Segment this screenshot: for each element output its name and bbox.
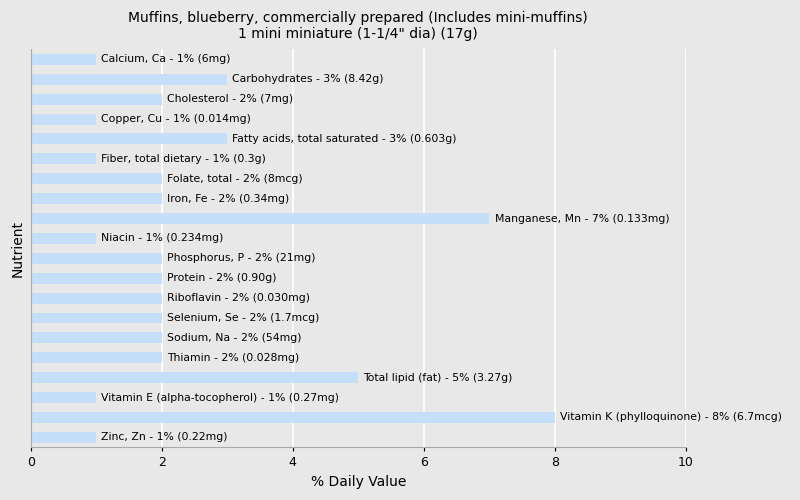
Bar [30,213,490,224]
Bar [30,253,162,264]
Text: Calcium, Ca - 1% (6mg): Calcium, Ca - 1% (6mg) [102,54,231,64]
Bar [30,154,96,164]
Bar [30,74,227,85]
Text: Copper, Cu - 1% (0.014mg): Copper, Cu - 1% (0.014mg) [102,114,251,124]
Text: Total lipid (fat) - 5% (3.27g): Total lipid (fat) - 5% (3.27g) [363,372,513,382]
Bar [30,54,96,65]
Bar [30,412,555,423]
Text: Sodium, Na - 2% (54mg): Sodium, Na - 2% (54mg) [167,333,302,343]
Bar [30,292,162,304]
Text: Zinc, Zn - 1% (0.22mg): Zinc, Zn - 1% (0.22mg) [102,432,228,442]
Text: Vitamin E (alpha-tocopherol) - 1% (0.27mg): Vitamin E (alpha-tocopherol) - 1% (0.27m… [102,392,339,402]
Text: Manganese, Mn - 7% (0.133mg): Manganese, Mn - 7% (0.133mg) [494,214,670,224]
Text: Thiamin - 2% (0.028mg): Thiamin - 2% (0.028mg) [167,353,299,363]
Text: Vitamin K (phylloquinone) - 8% (6.7mcg): Vitamin K (phylloquinone) - 8% (6.7mcg) [560,412,782,422]
Bar [30,272,162,283]
Bar [30,312,162,324]
Bar [30,114,96,124]
Bar [30,134,227,144]
Text: Selenium, Se - 2% (1.7mcg): Selenium, Se - 2% (1.7mcg) [167,313,319,323]
X-axis label: % Daily Value: % Daily Value [310,475,406,489]
Bar [30,332,162,344]
Bar [30,372,358,383]
Text: Cholesterol - 2% (7mg): Cholesterol - 2% (7mg) [167,94,293,104]
Bar [30,432,96,443]
Text: Carbohydrates - 3% (8.42g): Carbohydrates - 3% (8.42g) [233,74,384,85]
Text: Fatty acids, total saturated - 3% (0.603g): Fatty acids, total saturated - 3% (0.603… [233,134,457,144]
Bar [30,233,96,244]
Text: Protein - 2% (0.90g): Protein - 2% (0.90g) [167,273,277,283]
Bar [30,94,162,104]
Bar [30,193,162,204]
Text: Folate, total - 2% (8mcg): Folate, total - 2% (8mcg) [167,174,302,184]
Text: Fiber, total dietary - 1% (0.3g): Fiber, total dietary - 1% (0.3g) [102,154,266,164]
Text: Niacin - 1% (0.234mg): Niacin - 1% (0.234mg) [102,234,224,243]
Text: Riboflavin - 2% (0.030mg): Riboflavin - 2% (0.030mg) [167,293,310,303]
Y-axis label: Nutrient: Nutrient [11,220,25,277]
Title: Muffins, blueberry, commercially prepared (Includes mini-muffins)
1 mini miniatu: Muffins, blueberry, commercially prepare… [129,11,588,42]
Bar [30,352,162,364]
Text: Iron, Fe - 2% (0.34mg): Iron, Fe - 2% (0.34mg) [167,194,290,203]
Bar [30,174,162,184]
Text: Phosphorus, P - 2% (21mg): Phosphorus, P - 2% (21mg) [167,254,315,264]
Bar [30,392,96,403]
